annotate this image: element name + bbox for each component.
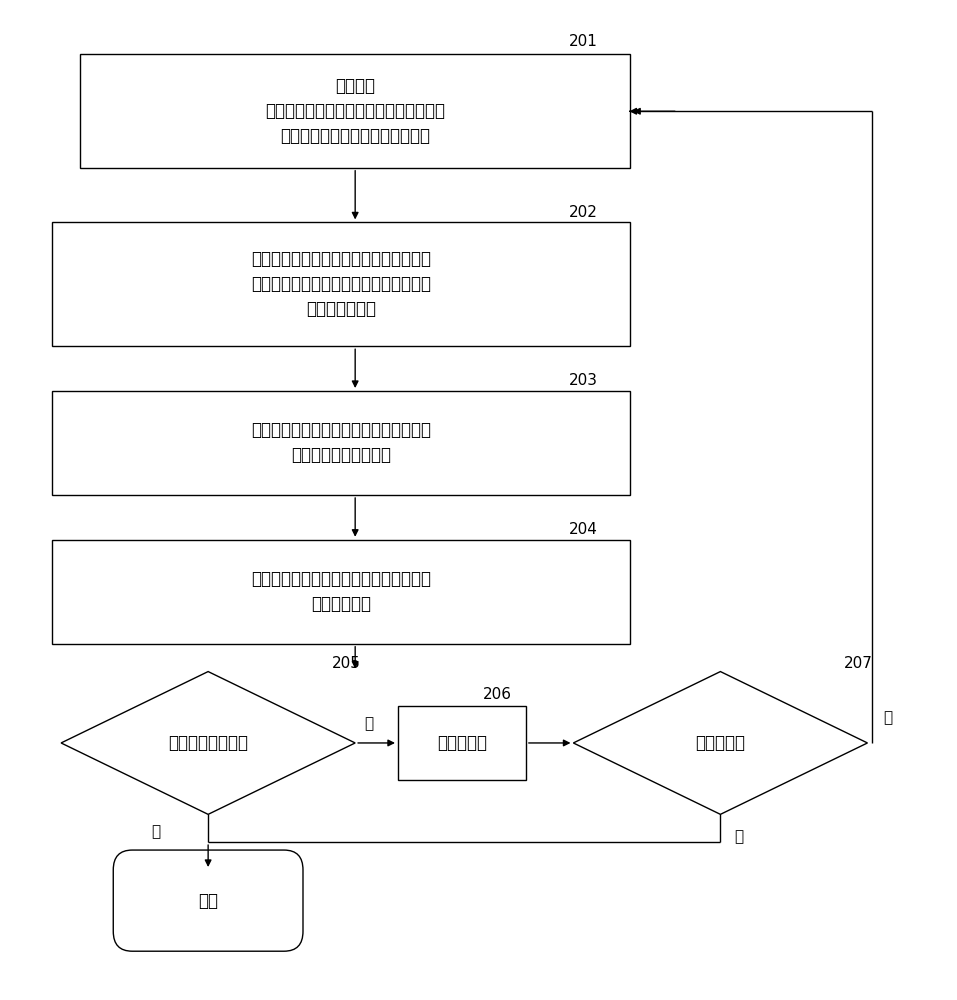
Text: 结束: 结束 bbox=[198, 892, 218, 910]
FancyBboxPatch shape bbox=[52, 391, 631, 495]
Text: 数据库自检: 数据库自检 bbox=[437, 734, 487, 752]
Text: 206: 206 bbox=[483, 687, 512, 702]
FancyBboxPatch shape bbox=[52, 222, 631, 346]
Text: 205: 205 bbox=[331, 656, 361, 671]
Text: 是: 是 bbox=[365, 716, 374, 731]
Text: 202: 202 bbox=[568, 205, 597, 220]
Text: 203: 203 bbox=[568, 373, 597, 388]
Polygon shape bbox=[573, 672, 867, 814]
FancyBboxPatch shape bbox=[113, 850, 303, 951]
Text: 是否需要做库自检: 是否需要做库自检 bbox=[168, 734, 248, 752]
Text: 根据预定
配置划分组件群常数程序计算分支，准备
分支描述信息和数据单元描述信息: 根据预定 配置划分组件群常数程序计算分支，准备 分支描述信息和数据单元描述信息 bbox=[265, 77, 445, 145]
Text: 否: 否 bbox=[883, 710, 893, 725]
Text: 201: 201 bbox=[568, 34, 597, 49]
Text: 是否可接受: 是否可接受 bbox=[696, 734, 746, 752]
Polygon shape bbox=[61, 672, 355, 814]
FancyBboxPatch shape bbox=[398, 706, 526, 780]
FancyBboxPatch shape bbox=[80, 54, 631, 168]
FancyBboxPatch shape bbox=[52, 540, 631, 644]
Text: 是: 是 bbox=[735, 829, 744, 844]
Text: 否: 否 bbox=[151, 824, 161, 839]
Text: 将分支描述信息、数据单元描述信息和定
位写入数据库: 将分支描述信息、数据单元描述信息和定 位写入数据库 bbox=[251, 570, 431, 613]
Text: 根据分支描述信息生成数据单元在少群常
数数据库中的定位信息: 根据分支描述信息生成数据单元在少群常 数数据库中的定位信息 bbox=[251, 421, 431, 464]
Text: 根据分支描述信息逐一对各分支执行组件
少群常数计算，准备少群常数数据库的全
部基本数据单元: 根据分支描述信息逐一对各分支执行组件 少群常数计算，准备少群常数数据库的全 部基… bbox=[251, 250, 431, 318]
Text: 204: 204 bbox=[568, 522, 597, 537]
Text: 207: 207 bbox=[844, 656, 873, 671]
